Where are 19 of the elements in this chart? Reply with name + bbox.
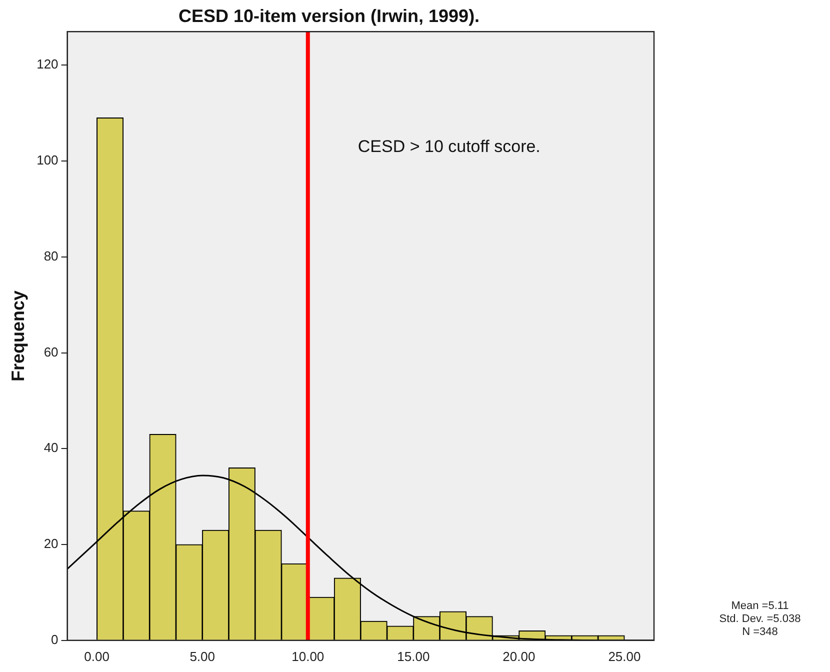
y-tick-label: 120	[36, 56, 58, 72]
x-tick-label: 0.00	[84, 648, 110, 664]
y-tick-label: 100	[36, 152, 58, 168]
y-tick-label: 20	[44, 536, 58, 552]
x-tick-label: 20.00	[502, 648, 536, 664]
y-tick-label: 60	[44, 344, 58, 360]
text: N =348	[741, 626, 779, 639]
text: Std. Dev. =5.038	[718, 613, 802, 626]
y-tick-label: 0	[51, 632, 58, 647]
ref-line-label: CESD > 10 cutoff score.	[358, 136, 540, 156]
text: Mean =5.11	[730, 600, 790, 613]
x-tick-label: 25.00	[608, 648, 641, 664]
x-tick-label: 10.00	[292, 648, 324, 664]
x-tick-label: 5.00	[190, 648, 216, 664]
y-tick-label: 40	[44, 440, 58, 456]
y-tick-label: 80	[44, 248, 58, 264]
chart-title: CESD 10-item version (Irwin, 1999).	[178, 6, 480, 26]
x-tick-label: 15.00	[397, 648, 430, 664]
y-axis-title: Frequency	[8, 290, 28, 382]
